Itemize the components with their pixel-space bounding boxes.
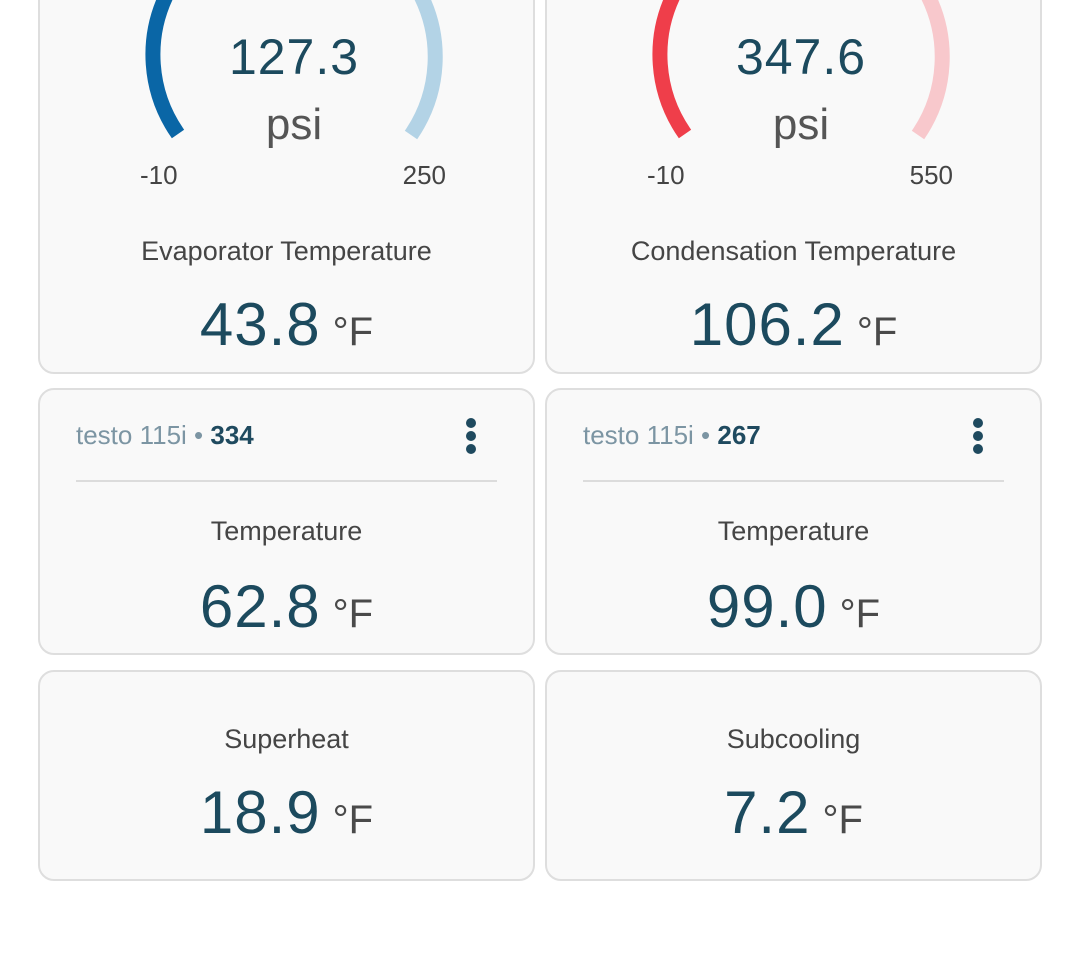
evaporator-temperature-label: Evaporator Temperature bbox=[141, 236, 432, 266]
condensation-temperature-reading: 106.2 °F bbox=[547, 290, 1040, 359]
high-side-gauge-fill bbox=[652, 0, 692, 139]
subcooling-label: Subcooling bbox=[726, 724, 861, 754]
temperature-label: Temperature bbox=[717, 516, 870, 546]
superheat-label: Superheat bbox=[224, 724, 349, 754]
card-divider bbox=[583, 480, 1004, 482]
device-header: testo 115i • 267 bbox=[583, 420, 761, 451]
temperature-label: Temperature bbox=[210, 516, 363, 546]
condensation-temperature-label: Condensation Temperature bbox=[630, 236, 957, 266]
low-side-gauge-track-right bbox=[404, 0, 443, 140]
low-side-pressure-gauge bbox=[145, 0, 443, 140]
superheat-value: 18.9 bbox=[199, 779, 321, 846]
high-side-gauge-max: 550 bbox=[909, 160, 953, 190]
device-serial: 334 bbox=[210, 420, 254, 450]
condensation-temperature-value: 106.2 bbox=[689, 291, 845, 358]
superheat-reading: 18.9 °F bbox=[40, 778, 533, 847]
temperature-value: 62.8 bbox=[199, 573, 321, 640]
condensation-temperature-unit: °F bbox=[856, 310, 898, 354]
low-side-pressure-unit: psi bbox=[265, 100, 323, 149]
subcooling-unit: °F bbox=[822, 798, 863, 842]
temperature-unit: °F bbox=[332, 592, 374, 636]
subcooling-card[interactable]: Subcooling 7.2 °F bbox=[545, 670, 1042, 881]
device-name: testo 115i bbox=[76, 420, 187, 450]
device-header: testo 115i • 334 bbox=[76, 420, 254, 451]
device-serial: 267 bbox=[717, 420, 761, 450]
temperature-reading: 62.8 °F bbox=[40, 572, 533, 641]
superheat-unit: °F bbox=[332, 798, 374, 842]
superheat-card[interactable]: Superheat 18.9 °F bbox=[38, 670, 535, 881]
high-side-pressure-unit: psi bbox=[772, 100, 830, 149]
low-side-gauge-min: -10 bbox=[140, 160, 178, 190]
more-vertical-icon[interactable] bbox=[453, 412, 489, 460]
high-side-pressure-card[interactable]: 347.6 psi -10 550 Condensation Temperatu… bbox=[545, 0, 1042, 374]
subcooling-reading: 7.2 °F bbox=[547, 778, 1040, 847]
subcooling-value: 7.2 bbox=[724, 779, 811, 846]
low-side-pressure-value: 127.3 bbox=[228, 29, 360, 85]
high-side-gauge-min: -10 bbox=[647, 160, 685, 190]
evaporator-temperature-value: 43.8 bbox=[199, 291, 321, 358]
device-name: testo 115i bbox=[583, 420, 694, 450]
low-side-gauge-max: 250 bbox=[402, 160, 446, 190]
temperature-probe-card-334[interactable]: testo 115i • 334 Temperature 62.8 °F bbox=[38, 388, 535, 655]
high-side-pressure-gauge bbox=[652, 0, 950, 140]
temperature-reading: 99.0 °F bbox=[547, 572, 1040, 641]
temperature-probe-card-267[interactable]: testo 115i • 267 Temperature 99.0 °F bbox=[545, 388, 1042, 655]
temperature-unit: °F bbox=[839, 592, 881, 636]
high-side-gauge-track-right bbox=[911, 0, 950, 140]
high-side-pressure-value: 347.6 bbox=[735, 29, 867, 85]
card-divider bbox=[76, 480, 497, 482]
low-side-pressure-card[interactable]: 127.3 psi -10 250 Evaporator Temperature… bbox=[38, 0, 535, 374]
temperature-value: 99.0 bbox=[706, 573, 828, 640]
more-vertical-icon[interactable] bbox=[960, 412, 996, 460]
device-separator: • bbox=[186, 420, 211, 450]
evaporator-temperature-unit: °F bbox=[332, 310, 374, 354]
low-side-gauge-fill bbox=[145, 0, 185, 139]
evaporator-temperature-reading: 43.8 °F bbox=[40, 290, 533, 359]
device-separator: • bbox=[693, 420, 718, 450]
